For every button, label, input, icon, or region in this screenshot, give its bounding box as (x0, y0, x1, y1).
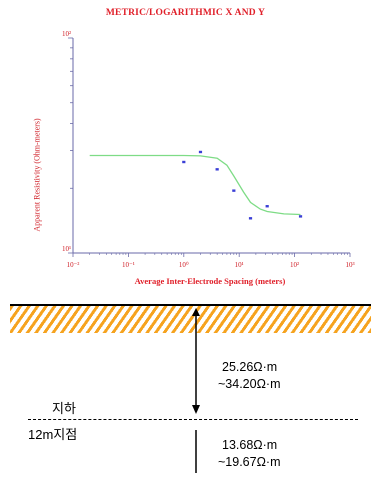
y-tick-label-bottom: 10¹ (62, 245, 72, 253)
x-tick-label: 10⁻² (67, 261, 80, 269)
chart-title: METRIC/LOGARITHMIC X AND Y (105, 8, 266, 18)
x-axis-label: Average Inter-Electrode Spacing (meters) (134, 276, 286, 286)
y-axis-label: Apparent Resistivity (Ohm-meters) (32, 118, 42, 232)
lower-range-line1: 13.68Ω·m (222, 438, 278, 452)
underground-label: 지하 (52, 401, 76, 416)
data-point (265, 205, 269, 208)
data-point (232, 189, 236, 192)
x-tick-label: 10² (290, 261, 299, 269)
data-point (182, 160, 186, 164)
data-point (198, 150, 203, 154)
upper-range-line1: 25.26Ω·m (222, 360, 278, 374)
depth-boundary-dashed-line (28, 419, 358, 420)
chart-axes (68, 37, 351, 257)
soil-hatch-layer (10, 306, 371, 333)
ground-surface-line (10, 304, 371, 306)
data-point (215, 168, 219, 171)
y-tick-label-top: 10² (62, 30, 72, 38)
depth-label: 12m지점 (28, 427, 78, 442)
x-tick-label: 10⁰ (179, 261, 189, 269)
data-point (248, 217, 253, 220)
x-tick-label: 10¹ (235, 261, 244, 269)
data-points (182, 150, 303, 220)
lower-range-line2: ~19.67Ω·m (218, 455, 281, 469)
fit-curve (89, 154, 301, 216)
x-tick-labels: 10⁻² 10⁻¹ 10⁰ 10¹ 10² 10³ (67, 261, 355, 269)
data-point (298, 215, 303, 218)
resistivity-chart: 10⁻² 10⁻¹ 10⁰ 10¹ 10² 10³ (67, 37, 355, 269)
x-tick-label: 10³ (345, 261, 354, 269)
upper-range-line2: ~34.20Ω·m (218, 377, 281, 391)
x-tick-label: 10⁻¹ (122, 261, 135, 269)
